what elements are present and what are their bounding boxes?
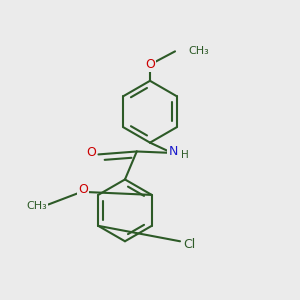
Text: H: H [181,150,189,160]
Text: Cl: Cl [184,238,196,251]
Text: O: O [145,58,155,71]
Text: O: O [78,183,88,196]
Text: O: O [86,146,96,159]
Text: CH₃: CH₃ [26,201,47,211]
Text: CH₃: CH₃ [188,46,209,56]
Text: N: N [168,145,178,158]
